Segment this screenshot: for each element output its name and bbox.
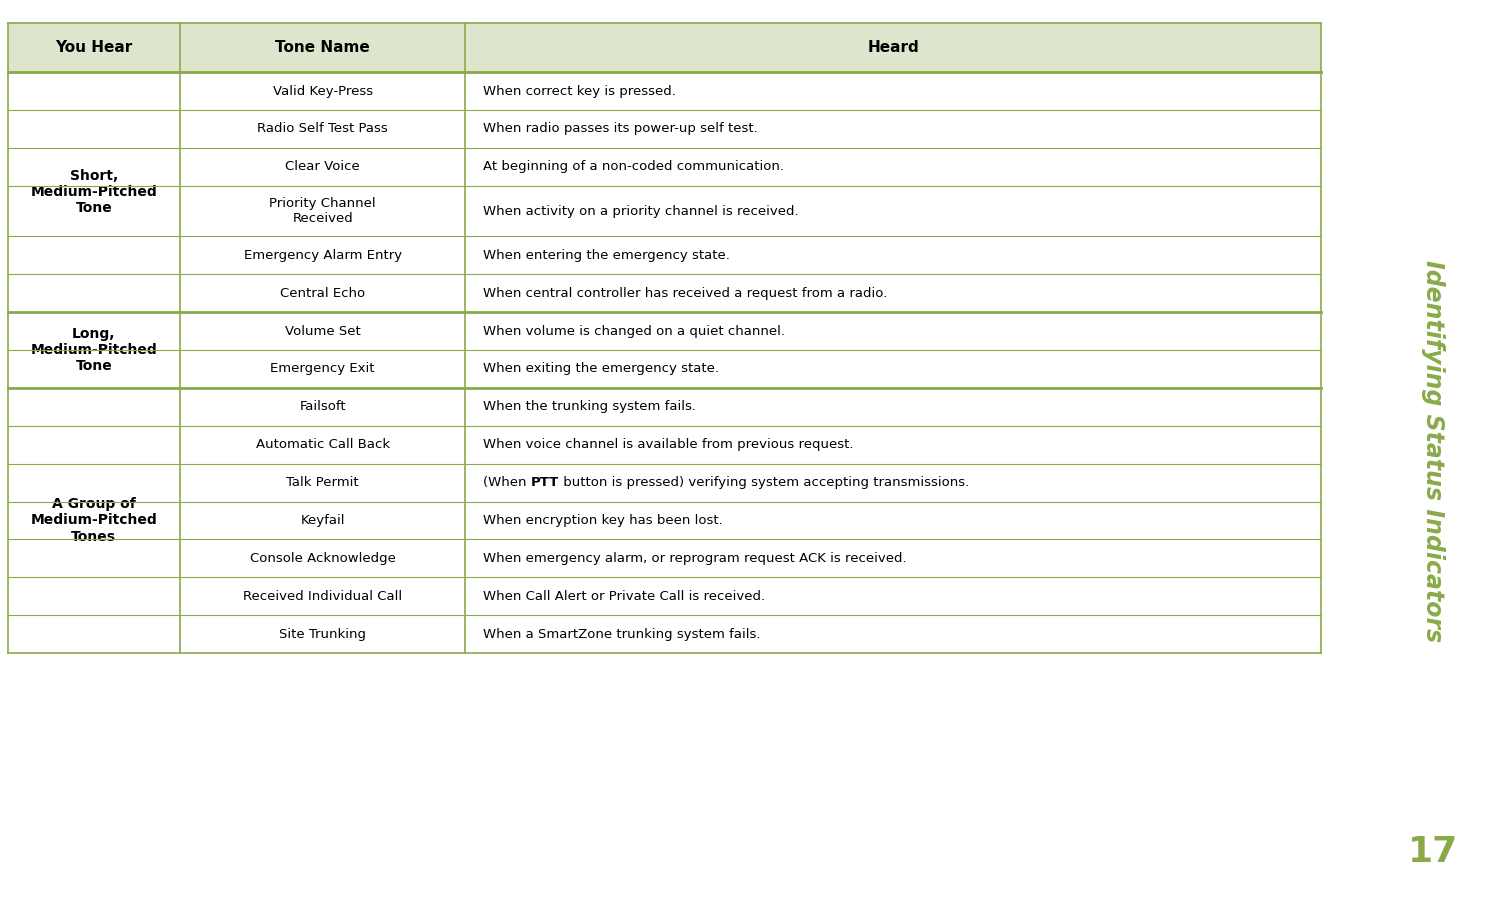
- Text: 17: 17: [1408, 835, 1459, 870]
- Text: Central Echo: Central Echo: [281, 287, 365, 299]
- Text: When a SmartZone trunking system fails.: When a SmartZone trunking system fails.: [483, 628, 761, 640]
- Text: Identifying Status Indicators: Identifying Status Indicators: [1421, 260, 1445, 642]
- Text: Talk Permit: Talk Permit: [287, 476, 359, 489]
- Text: When volume is changed on a quiet channel.: When volume is changed on a quiet channe…: [483, 325, 785, 337]
- Text: button is pressed) verifying system accepting transmissions.: button is pressed) verifying system acce…: [560, 476, 970, 489]
- Text: Long,
Medium-Pitched
Tone: Long, Medium-Pitched Tone: [30, 327, 158, 373]
- Text: Radio Self Test Pass: Radio Self Test Pass: [257, 123, 389, 135]
- Text: Keyfail: Keyfail: [300, 514, 345, 527]
- Text: At beginning of a non-coded communication.: At beginning of a non-coded communicatio…: [483, 161, 785, 173]
- Text: PTT: PTT: [531, 476, 560, 489]
- Text: When activity on a priority channel is received.: When activity on a priority channel is r…: [483, 205, 799, 217]
- Text: When radio passes its power-up self test.: When radio passes its power-up self test…: [483, 123, 758, 135]
- Text: Clear Voice: Clear Voice: [285, 161, 360, 173]
- Text: When voice channel is available from previous request.: When voice channel is available from pre…: [483, 438, 854, 451]
- Text: When correct key is pressed.: When correct key is pressed.: [483, 85, 675, 97]
- Text: You Hear: You Hear: [56, 40, 132, 55]
- Text: Automatic Call Back: Automatic Call Back: [255, 438, 390, 451]
- Text: Short,
Medium-Pitched
Tone: Short, Medium-Pitched Tone: [30, 169, 158, 216]
- Text: (When: (When: [483, 476, 531, 489]
- Text: Failsoft: Failsoft: [299, 400, 347, 413]
- Text: Received Individual Call: Received Individual Call: [243, 590, 402, 603]
- Text: When entering the emergency state.: When entering the emergency state.: [483, 249, 729, 262]
- Text: Valid Key-Press: Valid Key-Press: [273, 85, 372, 97]
- Text: When exiting the emergency state.: When exiting the emergency state.: [483, 363, 719, 375]
- Text: Tone Name: Tone Name: [275, 40, 371, 55]
- Text: When encryption key has been lost.: When encryption key has been lost.: [483, 514, 723, 527]
- Text: Priority Channel
Received: Priority Channel Received: [269, 197, 377, 226]
- Text: Emergency Exit: Emergency Exit: [270, 363, 375, 375]
- Text: Heard: Heard: [868, 40, 919, 55]
- Text: Console Acknowledge: Console Acknowledge: [249, 552, 396, 565]
- Text: When central controller has received a request from a radio.: When central controller has received a r…: [483, 287, 887, 299]
- Text: When Call Alert or Private Call is received.: When Call Alert or Private Call is recei…: [483, 590, 766, 603]
- Text: Emergency Alarm Entry: Emergency Alarm Entry: [243, 249, 402, 262]
- Text: A Group of
Medium-Pitched
Tones: A Group of Medium-Pitched Tones: [30, 497, 158, 544]
- FancyBboxPatch shape: [8, 23, 1321, 72]
- Text: When emergency alarm, or reprogram request ACK is received.: When emergency alarm, or reprogram reque…: [483, 552, 907, 565]
- Text: Site Trunking: Site Trunking: [279, 628, 366, 640]
- Text: Volume Set: Volume Set: [285, 325, 360, 337]
- Text: When the trunking system fails.: When the trunking system fails.: [483, 400, 696, 413]
